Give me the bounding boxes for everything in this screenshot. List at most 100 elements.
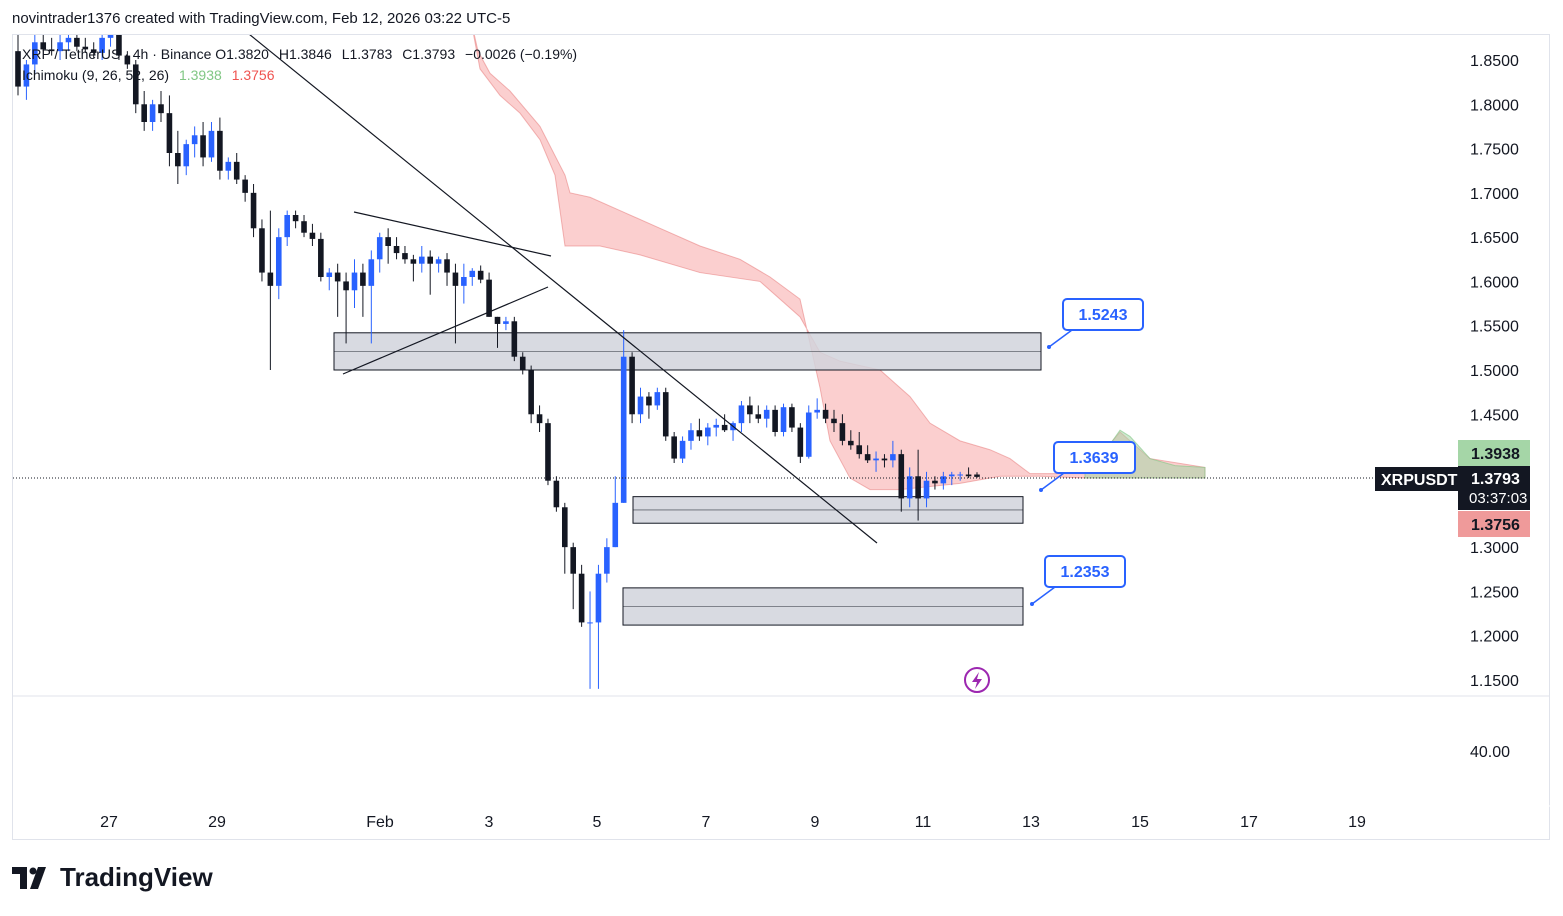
candle[interactable] [570,542,577,610]
candle[interactable] [494,316,501,348]
candle[interactable] [267,210,274,370]
candle[interactable] [814,398,820,419]
candle[interactable] [545,418,551,486]
candle[interactable] [444,253,450,286]
candle[interactable] [48,37,55,56]
candle[interactable] [15,33,21,96]
candle[interactable] [612,476,619,548]
candle[interactable] [32,33,38,74]
candle[interactable] [326,268,333,291]
trendline-descending[interactable] [244,30,878,544]
candle[interactable] [713,418,720,437]
candle[interactable] [873,451,879,472]
candle[interactable] [578,564,585,627]
candle[interactable] [965,467,972,479]
candle[interactable] [671,431,677,463]
candle[interactable] [898,449,905,512]
lightning-icon[interactable] [964,667,990,693]
triangle-lower-line[interactable] [342,286,549,375]
candle[interactable] [82,37,89,53]
candle[interactable] [477,265,484,284]
candle[interactable] [376,232,383,273]
callout-2[interactable]: 1.3639 [1039,441,1136,492]
candle[interactable] [486,272,492,317]
candle[interactable] [402,245,408,264]
candle[interactable] [763,405,770,428]
candle[interactable] [233,152,240,184]
candle[interactable] [217,117,223,180]
candle[interactable] [974,472,980,478]
candle[interactable] [797,423,804,463]
candle[interactable] [132,60,139,114]
candle[interactable] [662,387,669,441]
candle[interactable] [620,330,627,503]
candle[interactable] [23,60,30,100]
candle[interactable] [940,471,947,490]
candle[interactable] [250,183,257,238]
candle[interactable] [200,121,206,167]
candle[interactable] [957,471,963,481]
candle[interactable] [107,25,114,47]
candle[interactable] [511,316,518,362]
candle[interactable] [461,263,467,304]
candle[interactable] [839,414,846,446]
candle[interactable] [393,237,400,260]
candle[interactable] [747,396,753,424]
candle[interactable] [259,219,265,282]
candle[interactable] [40,29,47,52]
candle[interactable] [881,454,888,468]
candle[interactable] [175,130,181,184]
candle[interactable] [805,405,812,459]
candle[interactable] [856,431,863,459]
candle[interactable] [705,423,711,446]
callout-1[interactable]: 1.5243 [1047,298,1144,349]
candle[interactable] [99,33,105,60]
candle[interactable] [688,423,694,450]
candle[interactable] [309,223,316,246]
candle[interactable] [595,564,602,689]
candle[interactable] [385,228,391,264]
candle[interactable] [629,352,635,424]
candle[interactable] [906,467,913,508]
candle[interactable] [292,210,299,229]
candle[interactable] [452,263,459,344]
candle[interactable] [301,214,307,238]
candle[interactable] [65,25,72,52]
candle[interactable] [696,418,703,441]
candle[interactable] [334,263,341,317]
candle[interactable] [410,254,417,282]
candle[interactable] [831,409,837,432]
candle[interactable] [915,449,921,521]
candle[interactable] [772,405,778,437]
candle[interactable] [343,272,349,344]
candle[interactable] [780,403,787,437]
candle[interactable] [275,228,282,300]
candle[interactable] [318,232,324,282]
candle[interactable] [427,250,434,295]
candle[interactable] [418,245,425,273]
candle[interactable] [57,33,63,60]
candle[interactable] [864,445,871,463]
candle[interactable] [822,403,829,424]
candle[interactable] [158,90,164,122]
triangle-upper-line[interactable] [353,211,552,257]
candle[interactable] [503,316,509,331]
candle[interactable] [351,259,358,308]
candle[interactable] [166,95,173,167]
candle[interactable] [141,90,147,131]
candle[interactable] [124,51,131,69]
candle[interactable] [368,250,375,344]
candle[interactable] [637,387,644,424]
candle[interactable] [225,157,232,180]
candle[interactable] [242,175,248,202]
candle[interactable] [890,440,896,468]
candle[interactable] [183,139,190,176]
candle[interactable] [149,99,156,131]
candle[interactable] [528,365,534,424]
candle[interactable] [923,471,930,508]
candle[interactable] [360,263,366,317]
callout-3[interactable]: 1.2353 [1030,555,1126,606]
candle[interactable] [90,42,97,59]
tradingview-logo[interactable]: TradingView [12,862,213,893]
